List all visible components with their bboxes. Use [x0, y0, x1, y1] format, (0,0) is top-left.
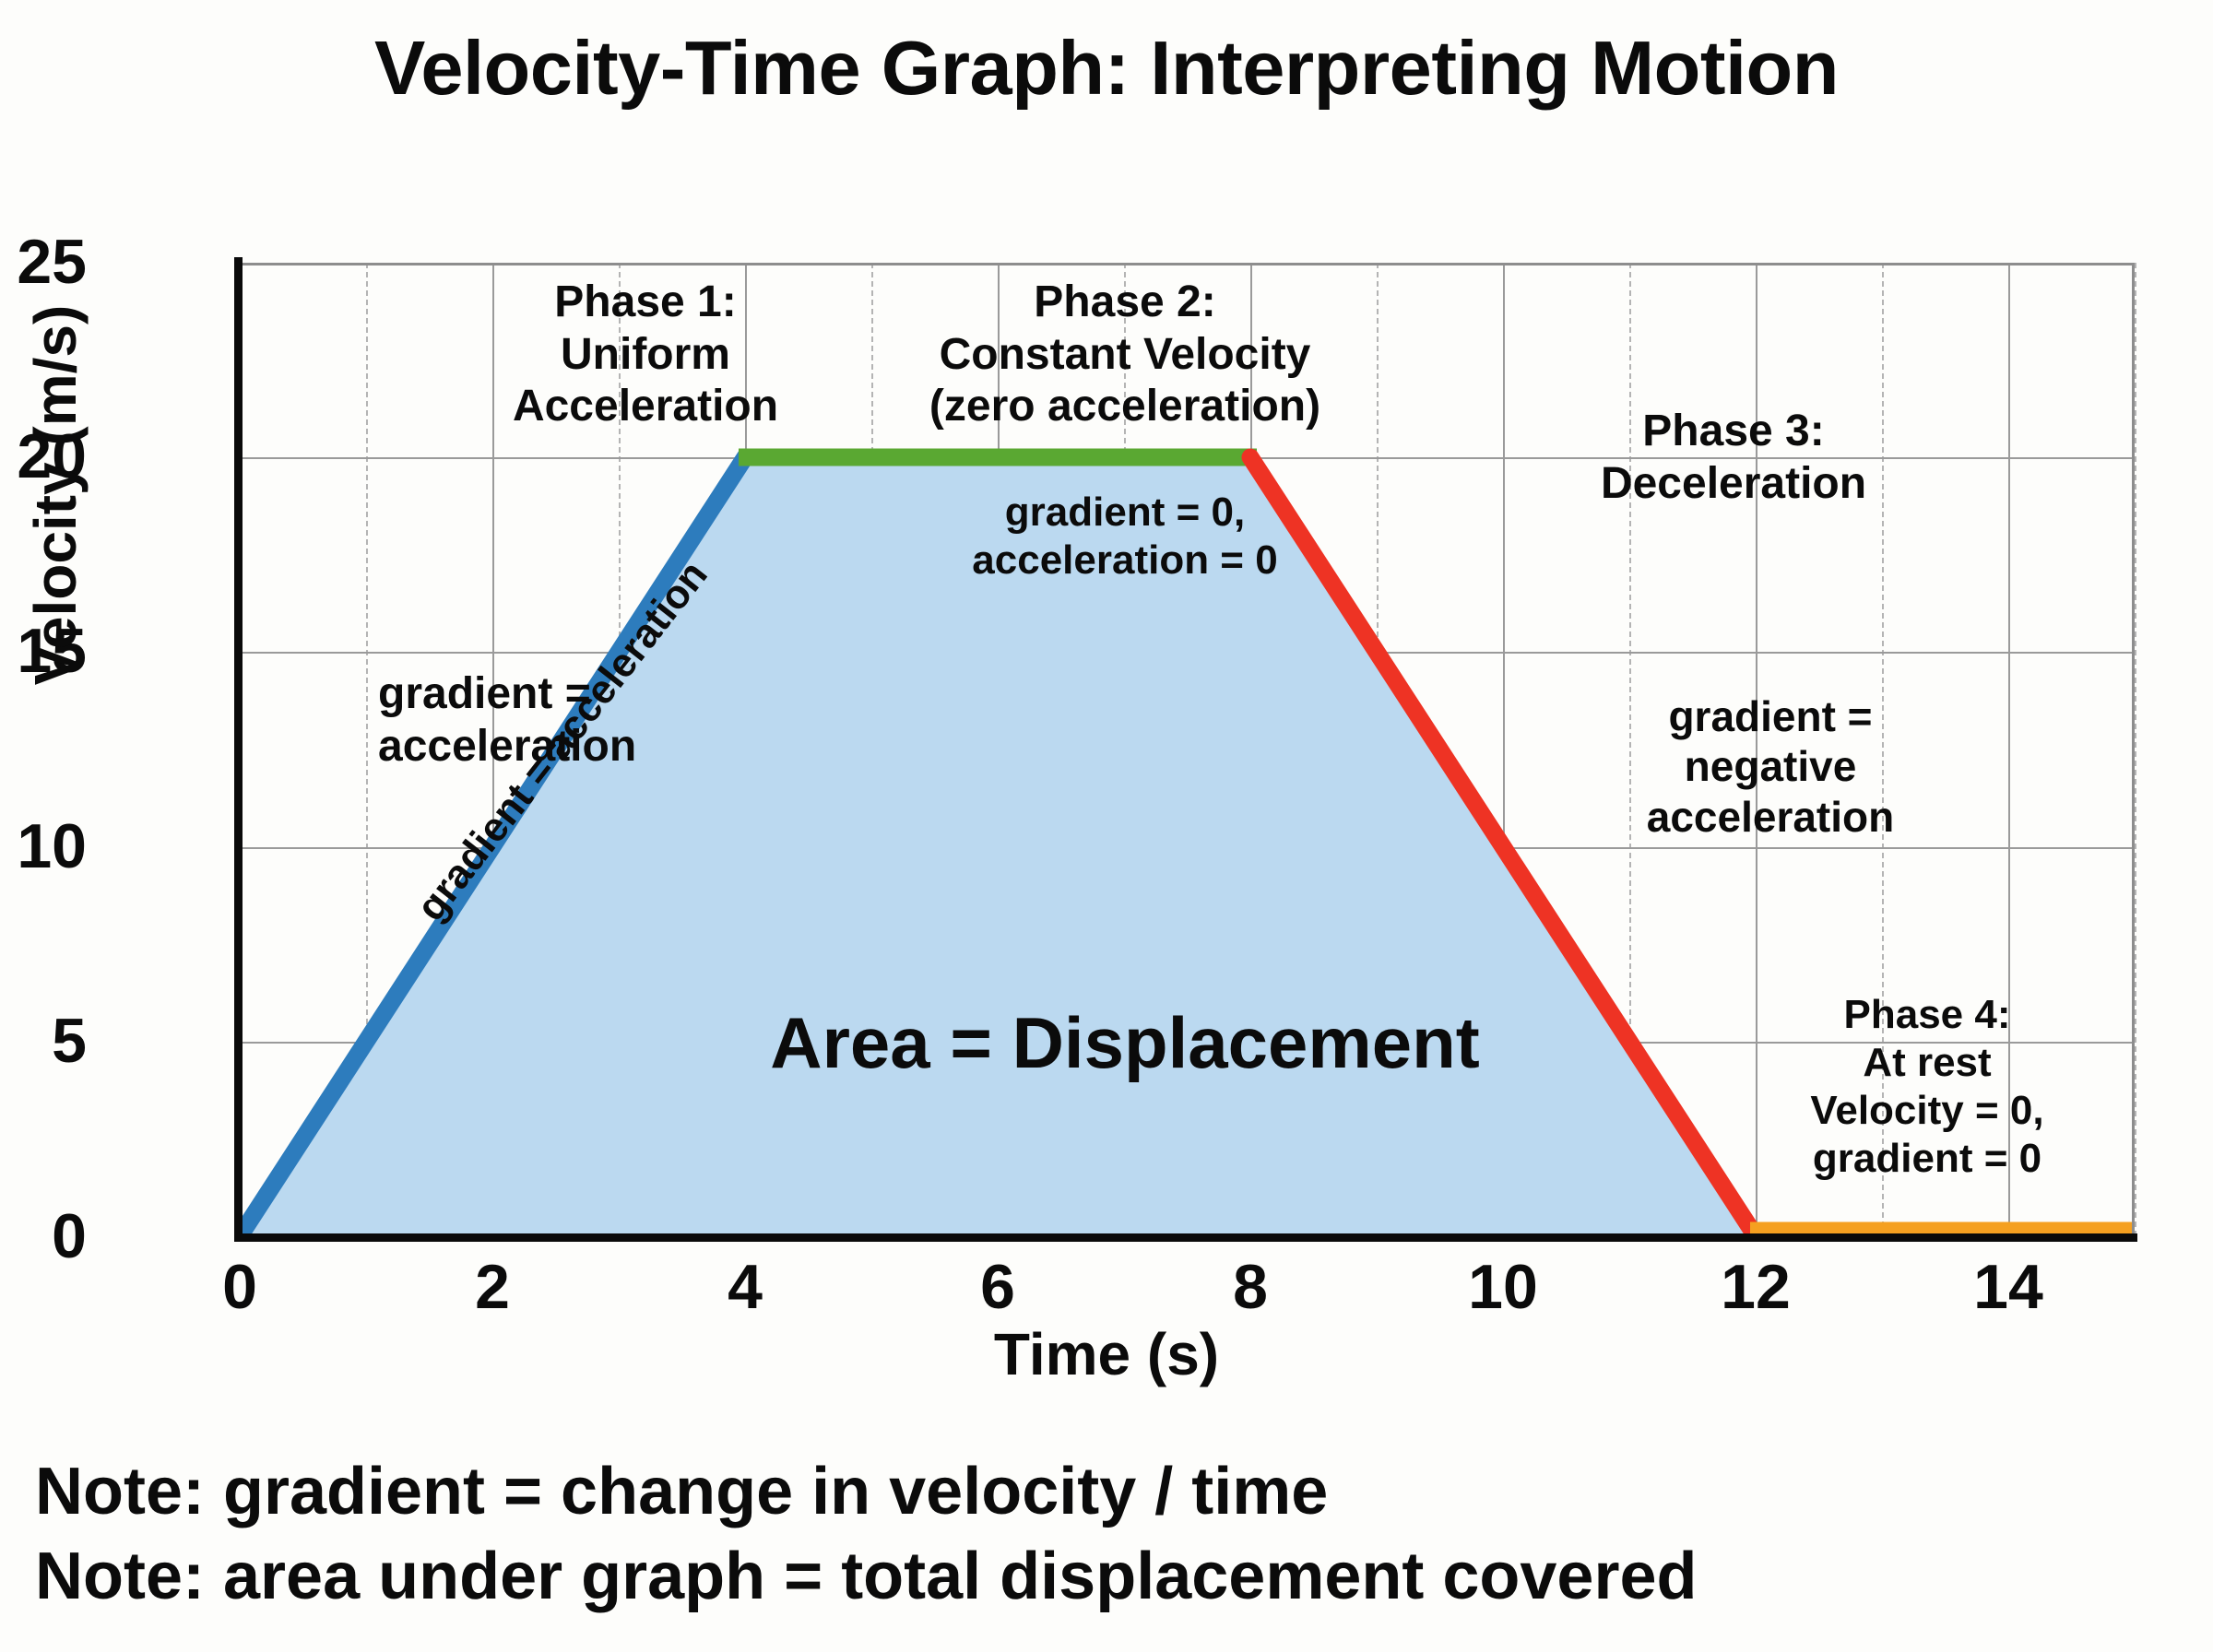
y-axis-title: Velocity (m/s): [22, 304, 89, 686]
x-tick-label: 6: [980, 1252, 1015, 1322]
gridline-minor-v: [2135, 263, 2136, 1236]
x-axis-title: Time (s): [993, 1321, 1220, 1387]
gridline-minor-v: [1882, 263, 1884, 1236]
x-tick-label: 4: [728, 1252, 763, 1322]
plot-area: Phase 1: Uniform Acceleration Phase 2: C…: [240, 263, 2136, 1236]
phase1-line-segment: [240, 448, 754, 1236]
x-tick-label: 2: [475, 1252, 510, 1322]
x-tick-label: 8: [1233, 1252, 1268, 1322]
note-area: Note: area under graph = total displacem…: [35, 1540, 1698, 1614]
annotation-phase4: Phase 4: At rest Velocity = 0, gradient …: [1810, 992, 2044, 1181]
note-gradient: Note: gradient = change in velocity / ti…: [35, 1455, 1329, 1528]
gridline-major-v: [492, 263, 494, 1236]
y-axis-line: [234, 257, 243, 1242]
y-tick-label: 20: [17, 421, 87, 491]
x-axis-line: [234, 1233, 2137, 1242]
notes-block: Note: gradient = change in velocity / ti…: [35, 1449, 2193, 1619]
gridline-major-v: [1756, 263, 1757, 1236]
x-tick-label: 10: [1468, 1252, 1538, 1322]
page-title: Velocity-Time Graph: Interpreting Motion: [374, 25, 1839, 111]
annotation-phase3: Phase 3: Deceleration: [1600, 407, 1867, 508]
y-tick-label: 15: [17, 616, 87, 686]
y-tick-label: 25: [17, 227, 87, 297]
annotation-gradient-acceleration: gradient = acceleration: [378, 669, 637, 771]
gridline-minor-v: [1629, 263, 1631, 1236]
x-tick-label: 12: [1721, 1252, 1791, 1322]
annotation-phase3-detail: gradient = negative acceleration: [1646, 692, 1895, 841]
gridline-minor-v: [366, 263, 368, 1236]
gridline-major-v: [1503, 263, 1505, 1236]
y-tick-label: 5: [52, 1006, 87, 1076]
annotation-phase2-detail: gradient = 0, acceleration = 0: [972, 490, 1278, 583]
x-tick-label: 0: [222, 1252, 257, 1322]
gridline-major-v: [2008, 263, 2010, 1236]
annotation-phase2: Phase 2: Constant Velocity (zero acceler…: [929, 277, 1321, 431]
y-tick-label: 0: [52, 1201, 87, 1271]
annotation-area-displacement: Area = Displacement: [770, 1002, 1480, 1083]
annotation-phase1: Phase 1: Uniform Acceleration: [512, 277, 779, 431]
y-tick-label: 10: [17, 811, 87, 881]
chart-data-layer: [240, 448, 2135, 1236]
phase3-line-segment: [1241, 448, 1765, 1236]
x-tick-label: 14: [1973, 1252, 2043, 1322]
